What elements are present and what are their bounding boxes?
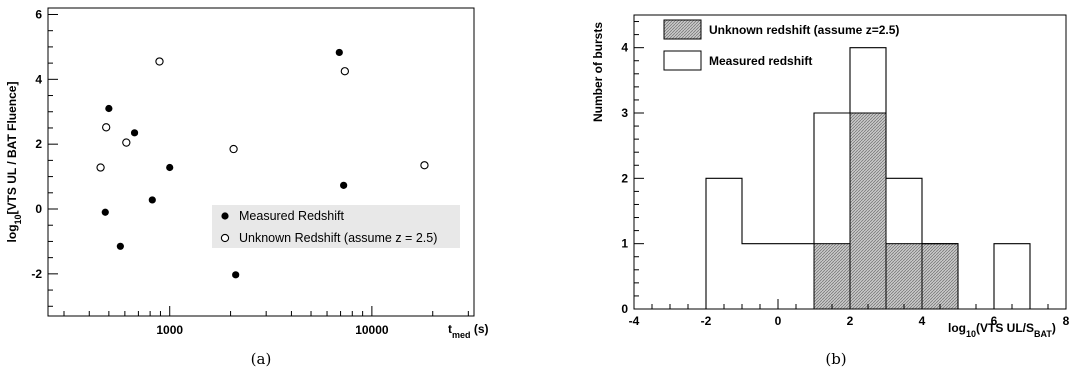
unknown-redshift-point [155, 57, 164, 66]
legend-b-measured-swatch [663, 50, 702, 71]
unknown-redshift-point [102, 123, 111, 132]
caption-a: (a) [251, 350, 272, 368]
legend-b-measured-label: Measured redshift [709, 54, 812, 68]
x-tick-label-b: 0 [775, 314, 782, 328]
unknown-redshift-bar [849, 112, 887, 310]
y-axis-title-b: Number of bursts [591, 22, 605, 122]
x-axis-title-b-sub2: BAT [1034, 329, 1052, 339]
measured-redshift-point [116, 242, 124, 250]
legend-a: Measured Redshift Unknown Redshift (assu… [212, 205, 460, 248]
histogram-bars [705, 47, 1031, 310]
y-tick-label-b: 3 [621, 106, 628, 120]
histogram-panel: -4 -2 0 2 4 6 8 0 1 2 3 4 Number of bursts log10(VT… [591, 14, 1070, 368]
legend-a-measured-marker [221, 212, 229, 220]
x-tick-label-b: -4 [629, 314, 640, 328]
measured-redshift-point [335, 48, 343, 57]
unknown-redshift-point [122, 138, 131, 147]
x-axis-title-a-sub: med [452, 330, 471, 340]
y-axis-title-a-pre: log [5, 224, 19, 242]
x-tick-label-b: 2 [847, 314, 854, 328]
x-tick-label-a: 1000 [156, 323, 183, 337]
x-axis-title-b-pre: log [948, 321, 966, 335]
y-tick-label-a: 6 [35, 7, 42, 21]
unknown-redshift-bar [921, 243, 959, 310]
y-axis-title-a-sub: 10 [13, 214, 23, 224]
x-tick-label-b: 6 [991, 314, 998, 328]
unknown-redshift-point [229, 144, 238, 154]
x-axis-title-b: log10(VTS UL/SBAT) [948, 321, 1056, 339]
unknown-redshift-point [340, 67, 349, 76]
legend-b: Unknown redshift (assume z=2.5) Measured… [663, 19, 899, 71]
axis-ticks-b: -4 -2 0 2 4 6 8 0 1 2 3 4 [621, 21, 1070, 328]
y-axis-title-a-post: [VTS UL / BAT Fluence] [5, 82, 19, 215]
x-axis-title-b-post: ) [1052, 321, 1056, 335]
y-tick-label-a: 0 [35, 202, 42, 216]
x-axis-title-a-main: t [448, 322, 452, 336]
legend-b-unknown-swatch [663, 19, 702, 40]
legend-b-unknown-label: Unknown redshift (assume z=2.5) [709, 23, 899, 37]
legend-a-unknown-label: Unknown Redshift (assume z = 2.5) [239, 231, 437, 245]
unknown-redshift-bar [885, 243, 923, 310]
y-tick-label-a: 4 [35, 72, 42, 86]
y-tick-label-b: 1 [621, 237, 628, 251]
caption-b: (b) [825, 350, 846, 368]
x-tick-label-b: 4 [919, 314, 926, 328]
y-tick-label-b: 2 [621, 171, 628, 185]
y-tick-label-a: 2 [35, 137, 42, 151]
y-tick-label-b: 0 [621, 302, 628, 316]
axis-ticks-a: 1000 10000 -2 0 2 4 6 [31, 7, 469, 337]
scatter-points [96, 48, 429, 279]
x-tick-label-b: 8 [1063, 314, 1070, 328]
legend-a-background [212, 205, 460, 248]
y-axis-title-a: log10[VTS UL / BAT Fluence] [5, 82, 23, 243]
x-axis-title-b-sub: 10 [966, 329, 976, 339]
unknown-redshift-bar [813, 243, 851, 310]
measured-redshift-point [166, 163, 174, 172]
legend-a-measured-label: Measured Redshift [239, 209, 344, 223]
measured-redshift-point [101, 208, 109, 216]
scatter-panel: 1000 10000 -2 0 2 4 6 log10[VTS UL / BAT Fluen… [5, 7, 489, 368]
y-tick-label-a: -2 [31, 267, 42, 281]
y-tick-label-b: 4 [621, 41, 628, 55]
unknown-redshift-point [96, 163, 105, 172]
measured-redshift-point [105, 104, 113, 113]
plot-area-a [47, 7, 475, 317]
legend-a-unknown-marker [220, 233, 230, 243]
x-tick-label-b: -2 [701, 314, 712, 328]
x-tick-label-a: 10000 [355, 323, 389, 337]
unknown-redshift-point [420, 161, 429, 170]
x-axis-title-b-mid: (VTS UL/S [976, 321, 1034, 335]
x-axis-title-a: tmed (s) [448, 322, 489, 340]
x-axis-title-a-unit: (s) [471, 322, 489, 336]
measured-redshift-point [130, 129, 139, 137]
measured-redshift-point [232, 271, 240, 279]
measured-redshift-point [148, 196, 156, 204]
measured-redshift-point [340, 181, 348, 189]
